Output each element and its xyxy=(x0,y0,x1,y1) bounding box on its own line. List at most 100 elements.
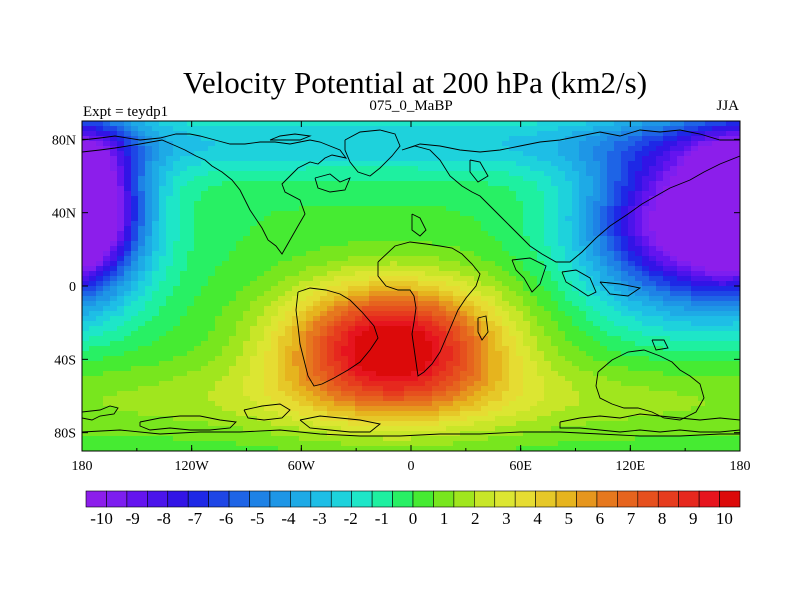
field-cell xyxy=(131,221,139,227)
field-cell xyxy=(222,321,230,327)
field-cell xyxy=(614,326,622,332)
field-cell xyxy=(635,306,643,312)
field-cell xyxy=(404,321,412,327)
field-cell xyxy=(145,311,153,317)
field-cell xyxy=(131,171,139,177)
field-cell xyxy=(439,201,447,207)
field-cell xyxy=(201,146,209,152)
field-cell xyxy=(110,266,118,272)
field-cell xyxy=(481,176,489,182)
field-cell xyxy=(544,176,552,182)
field-cell xyxy=(103,271,111,277)
field-cell xyxy=(600,286,608,292)
field-cell xyxy=(418,321,426,327)
field-cell xyxy=(208,246,216,252)
field-cell xyxy=(243,246,251,252)
field-cell xyxy=(208,351,216,357)
field-cell xyxy=(369,161,377,167)
field-cell xyxy=(355,181,363,187)
field-cell xyxy=(432,321,440,327)
field-cell xyxy=(285,176,293,182)
field-cell xyxy=(138,321,146,327)
field-cell xyxy=(432,141,440,147)
field-cell xyxy=(642,266,650,272)
field-cell xyxy=(138,356,146,362)
field-cell xyxy=(369,371,377,377)
field-cell xyxy=(341,296,349,302)
field-cell xyxy=(194,321,202,327)
field-cell xyxy=(222,311,230,317)
field-cell xyxy=(250,251,258,257)
field-cell xyxy=(82,136,90,142)
field-cell xyxy=(173,281,181,287)
field-cell xyxy=(705,296,713,302)
field-cell xyxy=(726,121,734,127)
field-cell xyxy=(572,366,580,372)
field-cell xyxy=(390,166,398,172)
field-cell xyxy=(712,181,720,187)
field-cell xyxy=(432,306,440,312)
field-cell xyxy=(642,356,650,362)
field-cell xyxy=(369,291,377,297)
field-cell xyxy=(516,376,524,382)
field-cell xyxy=(369,121,377,127)
field-cell xyxy=(285,171,293,177)
field-cell xyxy=(614,161,622,167)
field-cell xyxy=(138,236,146,242)
field-cell xyxy=(579,321,587,327)
field-cell xyxy=(236,281,244,287)
field-cell xyxy=(726,201,734,207)
field-cell xyxy=(208,296,216,302)
field-cell xyxy=(215,221,223,227)
field-cell xyxy=(481,271,489,277)
field-cell xyxy=(446,131,454,137)
field-cell xyxy=(593,291,601,297)
field-cell xyxy=(173,266,181,272)
field-cell xyxy=(642,346,650,352)
field-cell xyxy=(89,351,97,357)
field-cell xyxy=(698,146,706,152)
field-cell xyxy=(544,321,552,327)
field-cell xyxy=(551,371,559,377)
field-cell xyxy=(229,271,237,277)
field-cell xyxy=(719,251,727,257)
field-cell xyxy=(593,296,601,302)
field-cell xyxy=(719,136,727,142)
field-cell xyxy=(236,261,244,267)
field-cell xyxy=(229,371,237,377)
field-cell xyxy=(523,361,531,367)
field-cell xyxy=(194,371,202,377)
field-cell xyxy=(397,266,405,272)
field-cell xyxy=(488,251,496,257)
field-cell xyxy=(362,326,370,332)
field-cell xyxy=(166,316,174,322)
field-cell xyxy=(600,186,608,192)
field-cell xyxy=(264,321,272,327)
field-cell xyxy=(201,201,209,207)
field-cell xyxy=(383,356,391,362)
field-cell xyxy=(369,266,377,272)
field-cell xyxy=(89,386,97,392)
field-cell xyxy=(110,251,118,257)
field-cell xyxy=(96,321,104,327)
field-cell xyxy=(565,356,573,362)
field-cell xyxy=(460,231,468,237)
field-cell xyxy=(726,291,734,297)
field-cell xyxy=(670,156,678,162)
field-cell xyxy=(670,261,678,267)
field-cell xyxy=(544,156,552,162)
field-cell xyxy=(285,126,293,132)
field-cell xyxy=(712,216,720,222)
field-cell xyxy=(712,126,720,132)
field-cell xyxy=(649,186,657,192)
field-cell xyxy=(376,201,384,207)
field-cell xyxy=(201,171,209,177)
field-cell xyxy=(334,326,342,332)
field-cell xyxy=(607,126,615,132)
field-cell xyxy=(222,136,230,142)
field-cell xyxy=(278,311,286,317)
field-cell xyxy=(404,371,412,377)
field-cell xyxy=(621,166,629,172)
field-cell xyxy=(201,191,209,197)
field-cell xyxy=(257,336,265,342)
